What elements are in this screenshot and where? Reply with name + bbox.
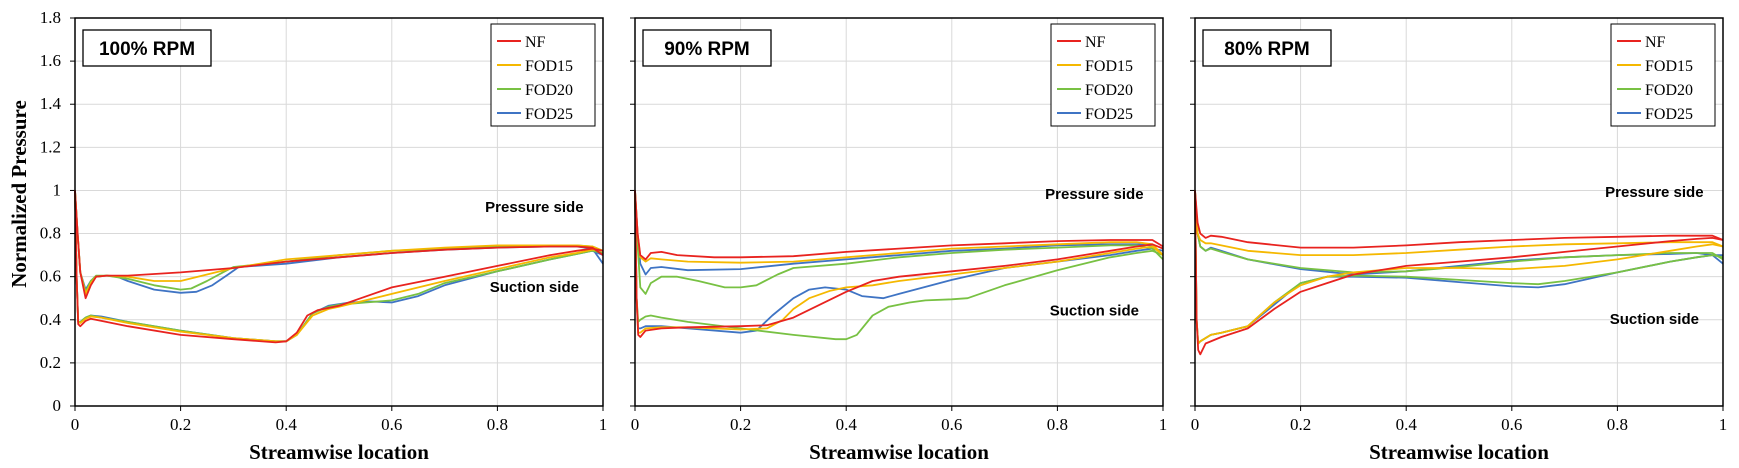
series-line-fod15-pressure xyxy=(1194,190,1724,256)
series-line-nf-pressure xyxy=(634,190,1164,261)
x-tick-label: 0 xyxy=(1191,415,1200,434)
x-tick-label: 0.8 xyxy=(487,415,508,434)
series-line-nf-pressure xyxy=(1194,190,1724,249)
y-tick-label: 0.4 xyxy=(40,310,62,329)
x-tick-label: 0.2 xyxy=(730,415,751,434)
series-line-fod20-suction xyxy=(634,190,1164,341)
panel-title: 90% RPM xyxy=(664,39,750,60)
legend-label-nf: NF xyxy=(1645,34,1666,51)
x-tick-label: 0.4 xyxy=(836,415,858,434)
series-line-fod15-pressure xyxy=(634,190,1164,264)
legend-label-fod20: FOD20 xyxy=(1085,82,1133,99)
x-tick-label: 0.4 xyxy=(1396,415,1418,434)
title-box-frame xyxy=(1202,29,1332,67)
series-line-nf-pressure xyxy=(74,190,604,300)
legend: NF FOD15 FOD20 FOD25 xyxy=(1050,23,1156,127)
legend-label-fod20: FOD20 xyxy=(525,82,573,99)
plot-frame xyxy=(1194,17,1724,407)
x-axis-title: Streamwise location xyxy=(249,440,429,464)
legend-label-nf: NF xyxy=(1085,34,1106,51)
plot-frame xyxy=(74,17,604,407)
title-box-frame xyxy=(642,29,772,67)
x-tick-label: 0.4 xyxy=(276,415,298,434)
x-tick-label: 0 xyxy=(71,415,80,434)
panel-title-box: 100% RPM xyxy=(82,29,212,67)
legend: NF FOD15 FOD20 FOD25 xyxy=(1610,23,1716,127)
pressure-side-label: Pressure side xyxy=(485,199,583,216)
x-axis-title: Streamwise location xyxy=(809,440,989,464)
series-line-nf-suction xyxy=(1194,190,1724,356)
panel-title: 80% RPM xyxy=(1224,39,1310,60)
series-line-fod20-pressure xyxy=(634,190,1164,295)
chart-panel-1: 0 0.2 0.4 0.6 0.8 1 1.2 1.4 1.6 1.8 0 0.2 0.4 0.6 0.8 1… xyxy=(40,8,608,464)
legend-label-fod15: FOD15 xyxy=(1645,58,1693,75)
y-tick-label: 0 xyxy=(53,396,62,415)
suction-side-label: Suction side xyxy=(1050,302,1139,319)
y-axis-title: Normalized Pressure xyxy=(7,100,31,288)
suction-side-label: Suction side xyxy=(1610,311,1699,328)
series-line-fod25-pressure xyxy=(634,190,1164,276)
x-tick-label: 0 xyxy=(631,415,640,434)
series-line-fod20-pressure xyxy=(1194,190,1724,274)
x-tick-label: 0.8 xyxy=(1607,415,1628,434)
panel-title-box: 90% RPM xyxy=(642,29,772,67)
plot-frame xyxy=(634,17,1164,407)
x-tick-label: 0.8 xyxy=(1047,415,1068,434)
y-tick-label: 0.6 xyxy=(40,267,61,286)
y-tick-label: 0.2 xyxy=(40,353,61,372)
title-box-frame xyxy=(82,29,212,67)
x-tick-label: 0.6 xyxy=(381,415,402,434)
y-tick-label: 1.6 xyxy=(40,51,61,70)
x-axis-title: Streamwise location xyxy=(1369,440,1549,464)
pressure-side-label: Pressure side xyxy=(1045,186,1143,203)
panel-title-box: 80% RPM xyxy=(1202,29,1332,67)
x-tick-label: 1 xyxy=(1719,415,1728,434)
x-tick-label: 0.2 xyxy=(1290,415,1311,434)
legend-label-fod15: FOD15 xyxy=(525,58,573,75)
y-tick-label: 1.8 xyxy=(40,8,61,27)
y-tick-label: 0.8 xyxy=(40,224,61,243)
x-tick-label: 0.2 xyxy=(170,415,191,434)
chart-panel-3: 0 0.2 0.4 0.6 0.8 1 Streamwise location 80% RPM… xyxy=(1190,17,1728,464)
series-line-fod15-suction xyxy=(634,190,1164,334)
chart-panel-2: 0 0.2 0.4 0.6 0.8 1 Streamwise location 90% RPM… xyxy=(630,17,1168,464)
legend-label-fod15: FOD15 xyxy=(1085,58,1133,75)
x-tick-label: 1 xyxy=(1159,415,1168,434)
y-tick-label: 1.4 xyxy=(40,94,62,113)
legend: NF FOD15 FOD20 FOD25 xyxy=(490,23,596,127)
suction-side-label: Suction side xyxy=(490,279,579,296)
series-line-fod15-pressure xyxy=(74,190,604,295)
legend-label-fod25: FOD25 xyxy=(1645,106,1693,123)
panel-title: 100% RPM xyxy=(99,39,195,60)
series-line-fod15-suction xyxy=(1194,190,1724,345)
x-tick-label: 0.6 xyxy=(941,415,962,434)
legend-label-fod20: FOD20 xyxy=(1645,82,1693,99)
x-tick-label: 1 xyxy=(599,415,608,434)
y-tick-label: 1 xyxy=(53,180,62,199)
legend-label-nf: NF xyxy=(525,34,546,51)
series-line-nf-suction xyxy=(74,190,604,344)
pressure-side-label: Pressure side xyxy=(1605,184,1703,201)
legend-label-fod25: FOD25 xyxy=(525,106,573,123)
x-tick-label: 0.6 xyxy=(1501,415,1522,434)
y-tick-label: 1.2 xyxy=(40,137,61,156)
series-line-nf-suction xyxy=(634,190,1164,338)
legend-label-fod25: FOD25 xyxy=(1085,106,1133,123)
